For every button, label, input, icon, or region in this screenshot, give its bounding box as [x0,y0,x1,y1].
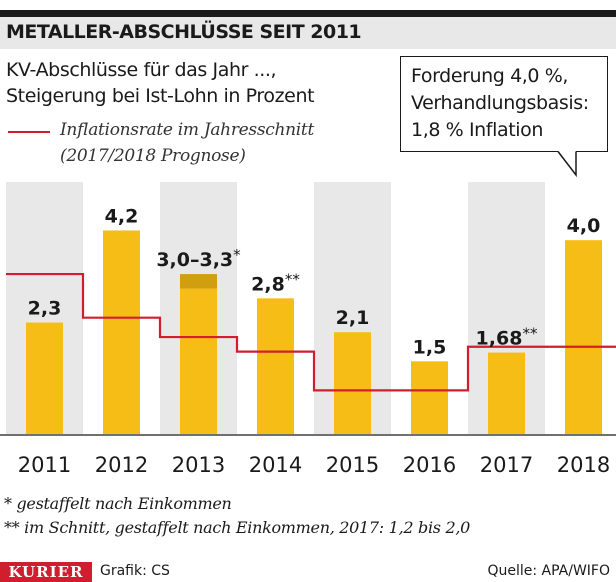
bar-range-2013 [180,274,217,289]
bar-2017 [488,352,525,434]
legend-line-1: Inflationsrate im Jahresschnitt [60,120,314,140]
x-tick-2011: 2011 [18,453,71,477]
top-rule [0,10,616,17]
x-tick-2017: 2017 [480,453,533,477]
label-footnote-mark-2014: ** [285,270,301,288]
x-tick-2018: 2018 [557,453,610,477]
data-label-2013: 3,0–3,3* [156,246,241,271]
bar-2018 [565,240,602,434]
graphic-credit: Grafik: CS [100,563,170,579]
data-label-2015: 2,1 [336,307,370,329]
source-credit: Quelle: APA/WIFO [487,563,610,579]
subtitle-line-1: KV-Abschlüsse für das Jahr ..., [6,59,277,81]
x-tick-2016: 2016 [403,453,456,477]
x-tick-2012: 2012 [95,453,148,477]
legend-inflation-label: Inflationsrate im Jahresschnitt (2017/20… [60,117,380,169]
page-title: METALLER-ABSCHLÜSSE SEIT 2011 [6,21,362,43]
subtitle-line-2: Steigerung bei Ist-Lohn in Prozent [6,85,315,107]
data-label-2014: 2,8** [251,270,300,295]
callout-tail [557,151,577,177]
demand-callout: Forderung 4,0 %, Verhandlungsbasis: 1,8 … [400,56,608,152]
label-footnote-mark-2017: ** [522,325,538,343]
bar-2011 [26,322,63,434]
chart-subtitle: KV-Abschlüsse für das Jahr ..., Steigeru… [6,57,396,109]
label-footnote-mark-2013: * [233,246,241,264]
header-band: METALLER-ABSCHLÜSSE SEIT 2011 [0,17,616,49]
footnote-2: ** im Schnitt, gestaffelt nach Einkommen… [4,518,471,537]
inflation-line [6,272,616,392]
x-tick-2015: 2015 [326,453,379,477]
bar-2015 [334,332,371,434]
callout-line-1: Forderung 4,0 %, [411,65,569,87]
data-label-2012: 4,2 [105,205,139,227]
bar-2014 [257,298,294,434]
callout-line-3: 1,8 % Inflation [411,119,544,141]
legend-line-2: (2017/2018 Prognose) [60,146,246,166]
x-tick-2013: 2013 [172,453,225,477]
footnote-1: * gestaffelt nach Einkommen [4,494,232,513]
data-label-2016: 1,5 [413,336,447,358]
bar-2013 [180,288,217,434]
callout-text: Forderung 4,0 %, Verhandlungsbasis: 1,8 … [411,63,607,144]
data-label-2011: 2,3 [28,298,62,320]
data-label-2018: 4,0 [567,215,601,237]
x-tick-2014: 2014 [249,453,302,477]
kurier-logo: KURIER [0,562,92,582]
callout-line-2: Verhandlungsbasis: [411,92,589,114]
bar-2016 [411,361,448,434]
bar-2012 [103,230,140,434]
legend-inflation-swatch [8,131,50,133]
